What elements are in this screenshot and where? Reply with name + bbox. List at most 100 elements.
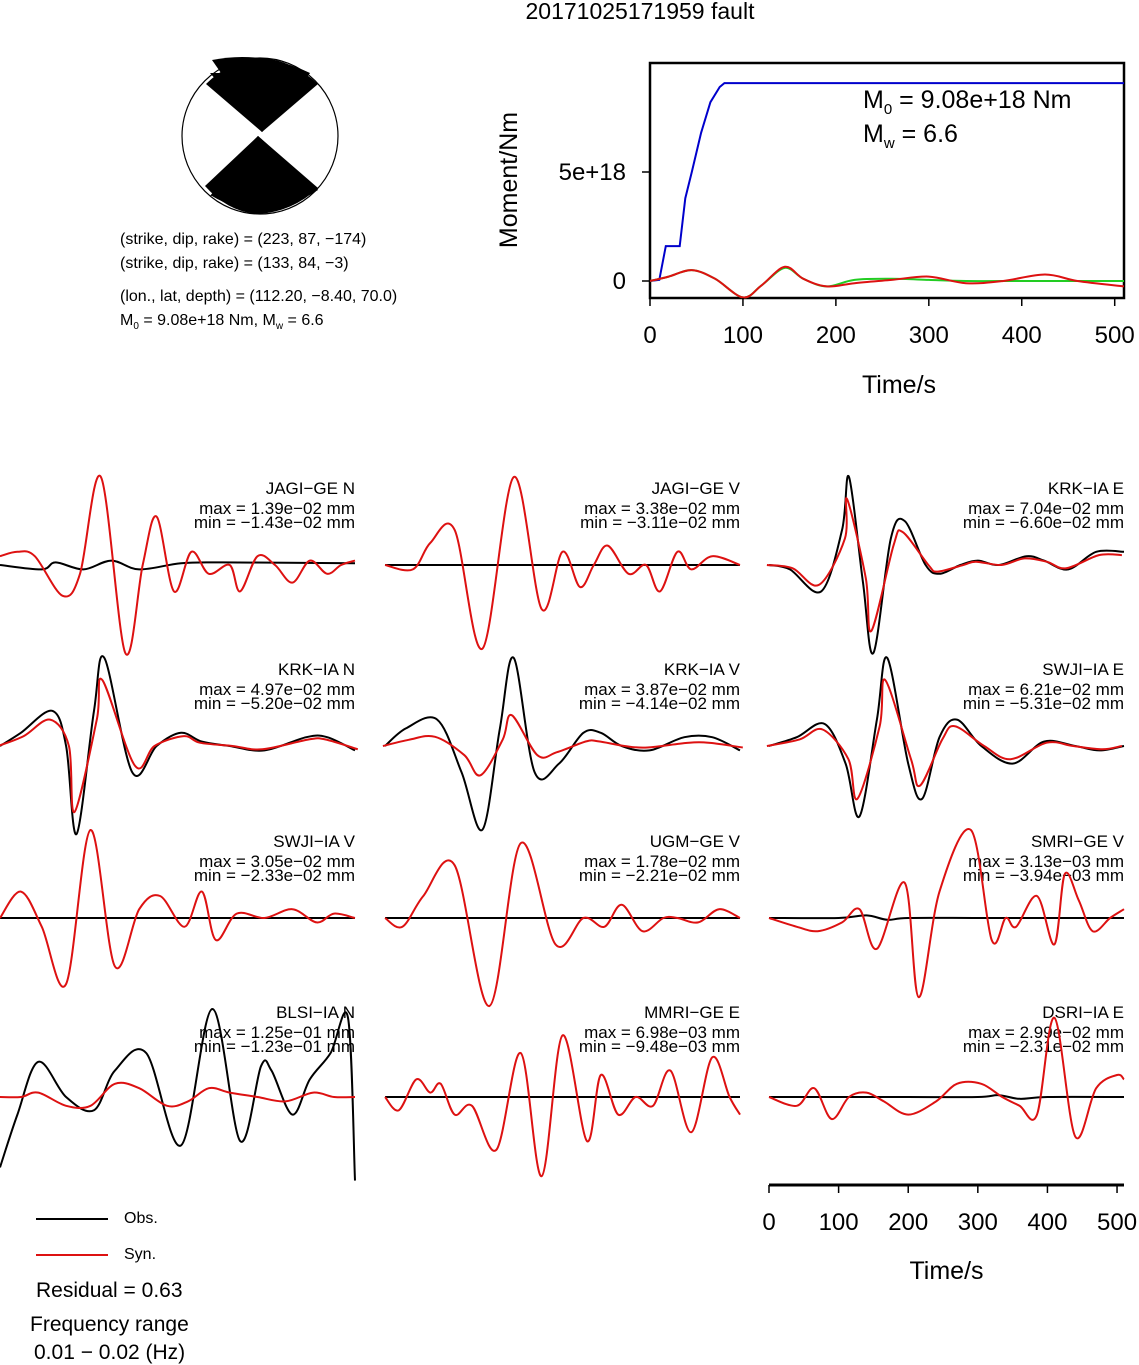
time-axis-label: Time/s bbox=[909, 1257, 983, 1285]
trace-max-label: max = 3.05e−02 mm bbox=[199, 852, 355, 871]
plane1-text: (strike, dip, rake) = (223, 87, −174) bbox=[120, 231, 367, 248]
m0-annotation: M0 = 9.08e+18 Nm bbox=[863, 86, 1071, 118]
m0-label: M bbox=[863, 86, 884, 114]
page-title: 20171025171959 fault bbox=[525, 0, 755, 24]
trace-station-label: KRK−IA E bbox=[1048, 479, 1124, 498]
moment-x-tick-label: 100 bbox=[723, 322, 763, 349]
syn-trace bbox=[766, 497, 1122, 633]
moment-x-tick-label: 300 bbox=[909, 322, 949, 349]
trace-max-label: max = 7.04e−02 mm bbox=[968, 499, 1124, 518]
syn-trace bbox=[0, 474, 356, 656]
trace-max-label: max = 6.98e−03 mm bbox=[584, 1023, 740, 1042]
obs-trace bbox=[768, 914, 1124, 921]
moment-prefix: M bbox=[120, 312, 134, 329]
trace-min-label: min = −5.31e−02 mm bbox=[963, 694, 1124, 713]
moment-series-2 bbox=[649, 265, 1125, 299]
syn-trace bbox=[384, 841, 741, 1008]
time-axis-tick-label: 500 bbox=[1097, 1209, 1137, 1236]
trace-min-label: min = −2.31e−02 mm bbox=[963, 1037, 1124, 1056]
moment-value: = 9.08e+18 Nm, M bbox=[138, 312, 276, 329]
magnitude-value: = 6.6 bbox=[283, 312, 324, 329]
syn-trace bbox=[0, 1081, 356, 1110]
moment-rate-plot: 0 100 200 300 400 500 Time/s 0 5e+18 Moment/Nm bbox=[495, 61, 1135, 399]
syn-trace bbox=[766, 678, 1123, 801]
trace-max-label: max = 1.78e−02 mm bbox=[584, 852, 740, 871]
time-axis-tick-label: 300 bbox=[958, 1209, 998, 1236]
trace-max-label: max = 3.13e−03 mm bbox=[968, 852, 1124, 871]
obs-trace bbox=[769, 1094, 1125, 1100]
mw-annotation: Mw = 6.6 bbox=[863, 120, 958, 152]
time-axis-tick-label: 0 bbox=[762, 1209, 775, 1236]
trace-max-label: max = 1.39e−02 mm bbox=[199, 499, 355, 518]
time-axis-tick-label: 100 bbox=[819, 1209, 859, 1236]
trace-station-label: SWJI−IA V bbox=[273, 832, 355, 851]
moment-series-0 bbox=[649, 82, 1124, 282]
trace-min-label: min = −1.23e−01 mm bbox=[194, 1037, 355, 1056]
obs-trace bbox=[0, 1007, 356, 1181]
mw-sub: w bbox=[883, 135, 895, 152]
residual-text: Residual = 0.63 bbox=[36, 1279, 183, 1302]
trace-station-label: SMRI−GE V bbox=[1031, 832, 1125, 851]
time-axis-tick-label: 400 bbox=[1027, 1209, 1067, 1236]
obs-trace bbox=[768, 656, 1125, 819]
moment-x-tick-label: 400 bbox=[1002, 322, 1042, 349]
trace-min-label: min = −6.60e−02 mm bbox=[963, 513, 1124, 532]
moment-text: M0 = 9.08e+18 Nm, Mw = 6.6 bbox=[120, 312, 324, 333]
trace-min-label: min = −3.11e−02 mm bbox=[580, 513, 740, 532]
trace-max-label: max = 1.25e−01 mm bbox=[199, 1023, 355, 1042]
trace-max-label: max = 3.87e−02 mm bbox=[584, 680, 740, 699]
trace-min-label: min = −2.33e−02 mm bbox=[194, 866, 355, 885]
moment-x-tick-label: 200 bbox=[816, 322, 856, 349]
trace-station-label: KRK−IA N bbox=[278, 660, 355, 679]
syn-trace bbox=[384, 1034, 741, 1178]
trace-station-label: SWJI−IA E bbox=[1042, 660, 1124, 679]
trace-max-label: max = 3.38e−02 mm bbox=[584, 499, 740, 518]
trace-min-label: min = −9.48e−03 mm bbox=[579, 1037, 740, 1056]
moment-y-tick-label: 5e+18 bbox=[559, 159, 626, 186]
trace-min-label: min = −1.43e−02 mm bbox=[194, 513, 355, 532]
syn-trace bbox=[768, 1016, 1125, 1140]
trace-min-label: min = −3.94e−03 mm bbox=[963, 866, 1124, 885]
trace-station-label: JAGI−GE N bbox=[266, 479, 355, 498]
moment-x-tick-label: 500 bbox=[1095, 322, 1135, 349]
legend-lines bbox=[36, 1218, 108, 1256]
frequency-title: Frequency range bbox=[30, 1313, 189, 1336]
moment-x-tick-label: 0 bbox=[643, 322, 656, 349]
beachball bbox=[181, 56, 339, 215]
trace-station-label: KRK−IA V bbox=[664, 660, 741, 679]
trace-station-label: JAGI−GE V bbox=[652, 479, 741, 498]
trace-station-label: UGM−GE V bbox=[650, 832, 741, 851]
trace-min-label: min = −5.20e−02 mm bbox=[194, 694, 355, 713]
trace-max-label: max = 6.21e−02 mm bbox=[968, 680, 1124, 699]
syn-trace bbox=[768, 828, 1125, 999]
trace-station-label: MMRI−GE E bbox=[644, 1003, 740, 1022]
syn-trace bbox=[0, 828, 356, 988]
syn-trace bbox=[0, 677, 359, 814]
moment-y-tick-label: 0 bbox=[613, 268, 626, 295]
moment-plot-frame bbox=[648, 61, 1126, 300]
syn-trace bbox=[382, 714, 743, 777]
trace-station-label: BLSI−IA N bbox=[276, 1003, 355, 1022]
obs-trace bbox=[0, 559, 356, 571]
plane2-text: (strike, dip, rake) = (133, 84, −3) bbox=[120, 255, 349, 272]
legend-obs-label: Obs. bbox=[124, 1210, 158, 1227]
m0-value: = 9.08e+18 Nm bbox=[892, 86, 1072, 114]
location-text: (lon., lat, depth) = (112.20, −8.40, 70.… bbox=[120, 288, 398, 305]
trace-max-label: max = 4.97e−02 mm bbox=[199, 680, 355, 699]
mw-label: M bbox=[863, 120, 884, 148]
mw-value: = 6.6 bbox=[894, 120, 958, 148]
moment-x-label: Time/s bbox=[862, 371, 936, 399]
trace-min-label: min = −4.14e−02 mm bbox=[579, 694, 740, 713]
trace-max-label: max = 2.99e−02 mm bbox=[968, 1023, 1124, 1042]
